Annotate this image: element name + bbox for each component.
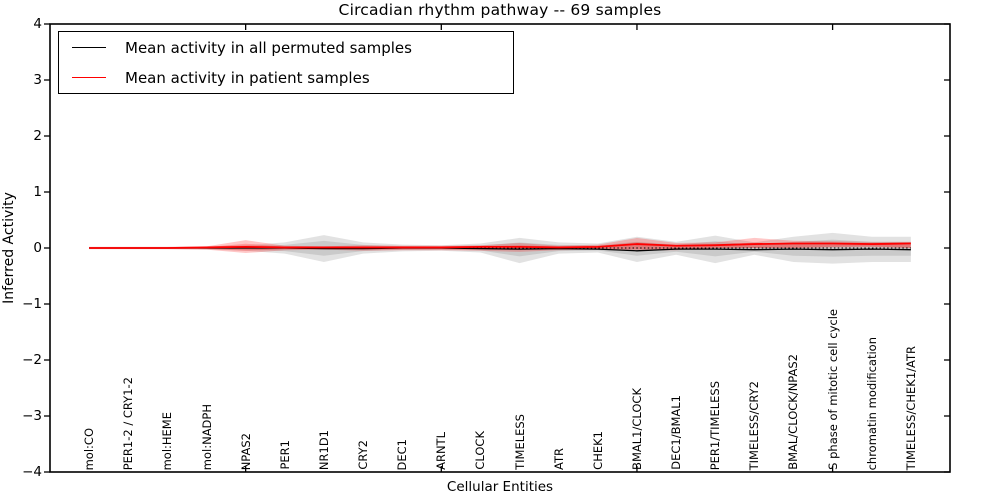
y-tick-label: −4 xyxy=(22,464,42,480)
chart-title: Circadian rhythm pathway -- 69 samples xyxy=(338,1,662,19)
x-category-label: PER1 xyxy=(277,440,292,470)
y-tick-label: −3 xyxy=(22,408,42,424)
x-category-label: CRY2 xyxy=(356,440,371,470)
x-category-label: BMAL/CLOCK/NPAS2 xyxy=(786,354,801,470)
patient-band xyxy=(89,237,911,254)
x-category-label: DEC1 xyxy=(395,438,410,470)
x-category-label: TIMELESS/CRY2 xyxy=(747,380,762,470)
x-category-label: PER1/TIMELESS xyxy=(708,380,723,470)
x-category-label: mol:CO xyxy=(82,427,97,470)
x-category-label: mol:NADPH xyxy=(199,403,214,470)
legend-label: Mean activity in all permuted samples xyxy=(125,38,412,57)
legend-label: Mean activity in patient samples xyxy=(125,68,370,87)
x-category-label: CHEK1 xyxy=(590,431,605,470)
x-category-label: S phase of mitotic cell cycle xyxy=(825,309,840,470)
x-category-label: TIMELESS xyxy=(512,414,527,470)
x-axis-label: Cellular Entities xyxy=(446,479,554,495)
x-category-label: TIMELESS/CHEK1/ATR xyxy=(903,345,918,470)
patient-mean-line xyxy=(89,242,911,249)
x-category-label: NR1D1 xyxy=(316,429,331,470)
legend-entry-patient: Mean activity in patient samples xyxy=(59,65,513,91)
y-tick-label: 2 xyxy=(33,128,42,144)
y-tick-label: 4 xyxy=(33,16,42,32)
x-category-label: BMAL1/CLOCK xyxy=(629,388,644,470)
legend-box: Mean activity in all permuted samples Me… xyxy=(58,31,514,94)
legend-entry-permuted: Mean activity in all permuted samples xyxy=(59,35,513,61)
x-category-label: PER1-2 / CRY1-2 xyxy=(121,376,136,470)
x-category-label: NPAS2 xyxy=(238,432,253,470)
y-tick-label: −2 xyxy=(22,352,42,368)
x-category-label: ARNTL xyxy=(434,432,449,470)
y-tick-label: 1 xyxy=(33,184,42,200)
y-tick-label: 3 xyxy=(33,72,42,88)
x-category-label: DEC1/BMAL1 xyxy=(669,395,684,470)
x-category-label: ATR xyxy=(551,448,566,470)
y-tick-label: −1 xyxy=(22,296,42,312)
x-category-label: mol:HEME xyxy=(160,411,175,470)
x-category-label: CLOCK xyxy=(473,431,488,470)
y-tick-label: 0 xyxy=(33,240,42,256)
permuted-line-swatch-icon xyxy=(72,47,106,48)
x-category-label: chromatin modification xyxy=(864,336,879,470)
patient-line-swatch-icon xyxy=(72,77,106,78)
